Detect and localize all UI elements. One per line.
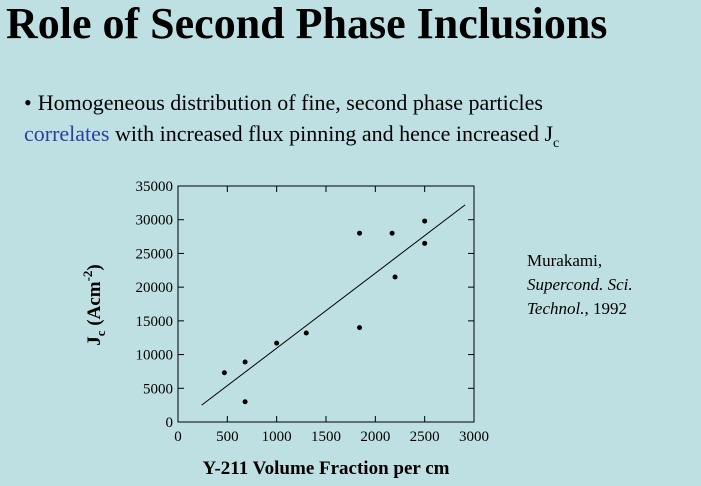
x-tick-label: 500 <box>216 429 239 445</box>
slide-title: Role of Second Phase Inclusions <box>6 0 607 48</box>
y-label-main: J <box>84 336 105 346</box>
citation-year: , 1992 <box>584 299 627 318</box>
y-tick-label: 20000 <box>136 280 174 296</box>
citation-journal: Technol. <box>527 299 584 318</box>
x-axis-label: Y-211 Volume Fraction per cm <box>203 458 450 479</box>
bullet-line-1: • Homogeneous distribution of fine, secon… <box>24 90 543 115</box>
subscript: c <box>553 136 559 151</box>
citation-journal: Supercond. Sci. <box>527 275 633 294</box>
y-tick-label: 25000 <box>136 246 174 262</box>
x-tick-label: 1000 <box>262 429 292 445</box>
data-point <box>357 325 363 331</box>
y-label-sup: -2 <box>80 271 95 282</box>
x-tick-label: 2500 <box>410 429 440 445</box>
y-tick-label: 15000 <box>136 314 174 330</box>
x-tick-label: 0 <box>174 429 182 445</box>
y-axis-label: Jc (Acm-2) <box>80 264 108 346</box>
y-tick-label: 0 <box>166 415 174 431</box>
data-point <box>422 218 428 224</box>
y-label-sub: c <box>93 330 108 336</box>
y-tick-label: 5000 <box>143 381 173 397</box>
x-tick-label: 3000 <box>459 429 489 445</box>
data-point <box>221 370 227 376</box>
data-point <box>303 330 309 336</box>
fit-line <box>201 204 466 406</box>
data-point <box>274 340 280 346</box>
y-label-close: ) <box>84 264 105 270</box>
data-point <box>357 230 363 236</box>
bullet-marker: • <box>24 90 32 115</box>
bullet-line-2: correlates with increased flux pinning a… <box>24 121 559 151</box>
bullet-text: with increased flux pinning and hence in… <box>110 121 554 146</box>
highlight: correlates <box>24 121 110 146</box>
y-tick-label: 35000 <box>136 179 174 195</box>
citation-author: Murakami, <box>527 251 602 270</box>
data-point <box>389 230 395 236</box>
data-point <box>242 359 248 365</box>
data-point <box>392 274 398 280</box>
data-point <box>242 399 248 405</box>
citation-journal: Technol., 1992 <box>527 299 627 318</box>
y-tick-label: 10000 <box>136 348 174 364</box>
x-tick-label: 1500 <box>311 429 341 445</box>
bullet-text: Homogeneous distribution of fine, second… <box>38 90 543 115</box>
data-point <box>422 240 428 246</box>
y-tick-label: 30000 <box>136 213 174 229</box>
x-tick-label: 2000 <box>360 429 390 445</box>
y-label-unit: (Acm <box>84 281 105 330</box>
